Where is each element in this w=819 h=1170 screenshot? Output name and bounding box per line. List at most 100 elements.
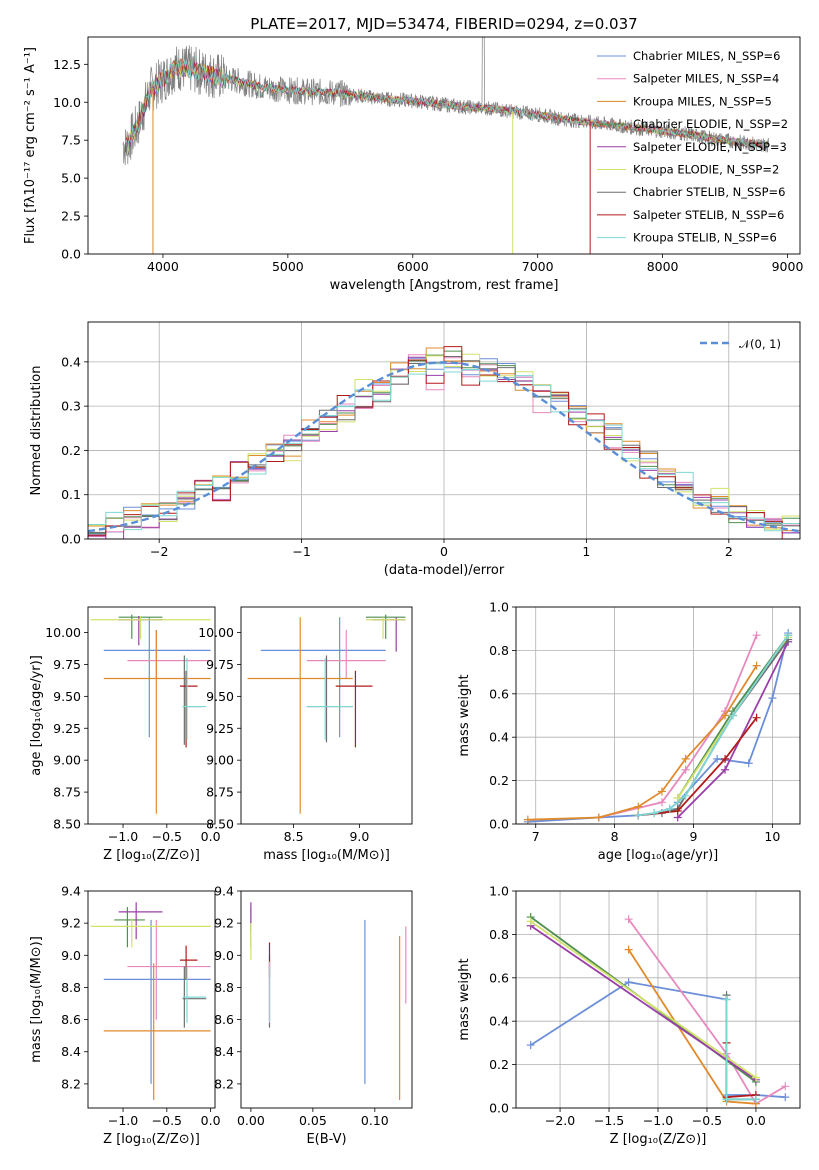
series-line-1: [598, 634, 758, 819]
x-tick-label: −2: [150, 544, 168, 559]
x-tick-label: 8000: [647, 259, 679, 274]
x-tick-label: −0.5: [152, 1113, 182, 1128]
series-marker: [744, 759, 753, 768]
model-spectrum-6: [125, 58, 769, 154]
x-tick-label: −1: [292, 544, 310, 559]
y-tick-label: 8.75: [53, 785, 81, 800]
x-tick-label: 7000: [522, 259, 554, 274]
series-marker: [673, 793, 682, 802]
error-bars-3: [247, 614, 406, 814]
y-tick-label: 7.5: [61, 133, 81, 148]
y-tick-label: 0.2: [489, 773, 509, 788]
y-tick-label: 9.2: [61, 916, 81, 931]
series-marker: [526, 1041, 535, 1050]
series-line-4: [530, 924, 757, 1081]
histograms: [88, 346, 800, 539]
x-tick-label: 7: [532, 829, 540, 844]
y-tick-label: 0.2: [61, 443, 81, 458]
x-axis-label: wavelength [Angstrom, rest frame]: [330, 278, 559, 293]
series-line-6: [725, 995, 756, 1101]
y-tick-label: 9.25: [206, 721, 234, 736]
y-tick-label: 12.5: [53, 57, 81, 72]
y-axis-label: mass weight: [457, 674, 472, 756]
legend-entry: Chabrier MILES, N_SSP=6: [633, 49, 780, 63]
x-tick-label: 0.00: [237, 1113, 265, 1128]
y-tick-label: 0.1: [61, 487, 81, 502]
legend-entry: Chabrier ELODIE, N_SSP=2: [633, 117, 788, 131]
axes-frame: [515, 606, 801, 825]
axes-frame: [240, 890, 413, 1109]
gaussian-curve: [88, 361, 800, 533]
x-tick-label: 10: [764, 829, 780, 844]
y-tick-label: 0.0: [61, 532, 81, 547]
figure-title: PLATE=2017, MJD=53474, FIBERID=0294, z=0…: [250, 15, 637, 33]
x-tick-label: 4000: [147, 259, 179, 274]
y-tick-label: 8.50: [53, 817, 81, 832]
series-marker: [526, 917, 535, 926]
series-marker: [784, 631, 793, 640]
series-marker: [673, 806, 682, 815]
legend-entry: Kroupa STELIB, N_SSP=6: [633, 231, 777, 245]
x-axis-label: mass [log₁₀(M/M⊙)]: [263, 848, 390, 863]
x-tick-label: 6000: [397, 259, 429, 274]
y-tick-label: 1.0: [489, 884, 509, 899]
y-tick-label: 0.2: [489, 1057, 509, 1072]
axes-frame: [240, 606, 413, 825]
histogram-8: [88, 363, 800, 532]
series-marker: [650, 809, 659, 818]
axes-frame: [515, 890, 801, 1109]
series-marker: [752, 713, 761, 722]
y-tick-label: 9.4: [214, 884, 234, 899]
series-line-5: [530, 920, 757, 1079]
axes-frame: [87, 606, 216, 825]
series-marker: [681, 765, 690, 774]
y-tick-label: 10.0: [53, 95, 81, 110]
x-tick-label: 9: [690, 829, 698, 844]
series-line-4: [677, 641, 790, 819]
axes-5: [84, 890, 212, 1112]
x-tick-label: −1.5: [594, 1113, 624, 1128]
y-tick-label: 9.75: [53, 657, 81, 672]
y-tick-label: 8.8: [214, 980, 234, 995]
y-tick-label: 0.6: [489, 970, 509, 985]
axes-frame: [87, 321, 801, 540]
mass-weight-lines-7: [526, 913, 790, 1108]
y-tick-label: 9.0: [61, 948, 81, 963]
x-axis-label: Z [log₁₀(Z/Z⊙)]: [103, 1132, 200, 1147]
x-tick-label: 9.0: [349, 829, 369, 844]
y-tick-label: 10.00: [198, 625, 234, 640]
x-tick-label: −1.0: [108, 1113, 138, 1128]
y-tick-label: 0.4: [489, 730, 509, 745]
series-marker: [751, 1073, 760, 1082]
y-tick-label: 0.4: [61, 354, 81, 369]
legend-entry: Salpeter STELIB, N_SSP=6: [633, 208, 784, 222]
series-marker: [713, 754, 722, 763]
legend-entry: 𝒩(0, 1): [739, 337, 781, 351]
axes-3: [237, 632, 360, 828]
series-marker: [657, 787, 666, 796]
y-tick-label: 8.75: [206, 785, 234, 800]
y-tick-label: 8.4: [61, 1044, 81, 1059]
series-marker: [781, 1082, 790, 1091]
series-line-8: [638, 634, 789, 817]
x-tick-label: 8: [611, 829, 619, 844]
x-tick-label: −0.5: [692, 1113, 722, 1128]
series-marker: [681, 754, 690, 763]
y-tick-label: 9.25: [53, 721, 81, 736]
y-tick-label: 8.4: [214, 1044, 234, 1059]
x-axis-label: (data-model)/error: [384, 563, 505, 578]
series-line-1: [627, 918, 786, 1105]
axes-frame: [87, 890, 216, 1109]
legend-entry: Kroupa ELODIE, N_SSP=2: [633, 163, 779, 177]
y-axis-label: mass weight: [457, 958, 472, 1040]
y-tick-label: 8.2: [214, 1076, 234, 1091]
y-axis-label: Normed distribution: [29, 366, 44, 496]
x-tick-label: 0.10: [361, 1113, 389, 1128]
x-tick-label: −1.0: [108, 829, 138, 844]
x-tick-label: 2: [725, 544, 733, 559]
y-axis-label: age [log₁₀(age/yr)]: [29, 655, 44, 776]
y-tick-label: 8.6: [214, 1012, 234, 1027]
x-tick-label: 5000: [272, 259, 304, 274]
legend-entry: Salpeter ELODIE, N_SSP=3: [633, 140, 787, 154]
